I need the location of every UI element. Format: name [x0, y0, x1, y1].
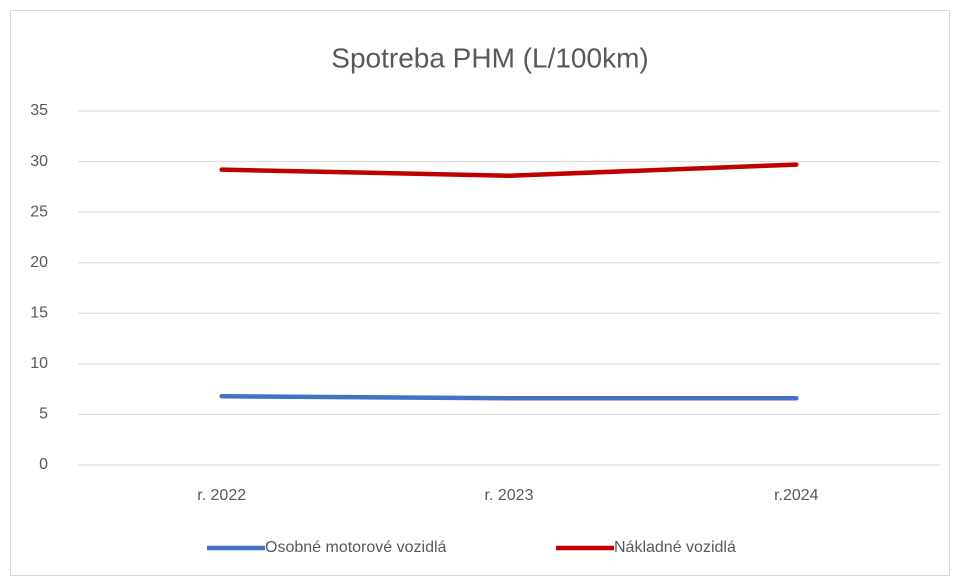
y-tick-label: 25: [30, 203, 48, 220]
y-tick-label: 15: [30, 305, 48, 322]
series-line: [219, 393, 799, 401]
y-tick-label: 30: [30, 153, 48, 170]
chart-title: Spotreba PHM (L/100km): [331, 42, 648, 73]
y-tick-label: 10: [30, 355, 48, 372]
y-tick-label: 35: [30, 102, 48, 119]
y-tick-label: 0: [39, 456, 48, 473]
chart-border: [10, 10, 950, 576]
x-tick-label: r.2024: [774, 487, 819, 504]
legend-label: Nákladné vozidlá: [614, 539, 736, 556]
legend-label: Osobné motorové vozidlá: [265, 539, 447, 556]
x-tick-label: r. 2022: [197, 487, 246, 504]
y-tick-label: 5: [39, 406, 48, 423]
series-line: [219, 162, 799, 178]
y-tick-label: 20: [30, 254, 48, 271]
x-tick-label: r. 2023: [485, 487, 534, 504]
